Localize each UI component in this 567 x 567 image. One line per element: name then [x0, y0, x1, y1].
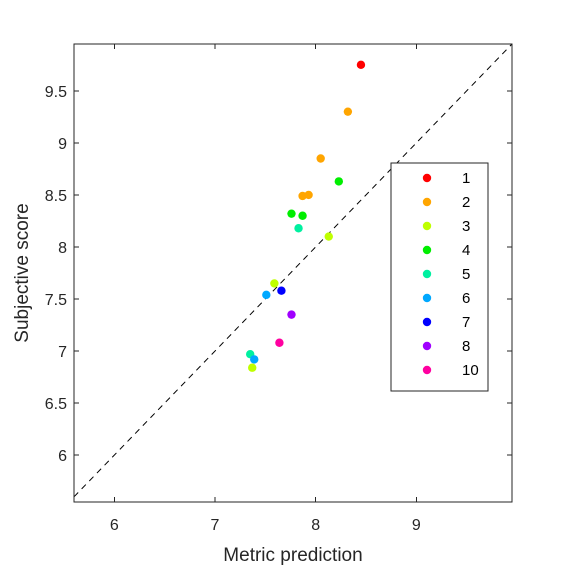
- legend-label-5: 5: [462, 266, 470, 283]
- data-point-series-6: [250, 355, 259, 364]
- y-tick-label: 7: [58, 344, 67, 361]
- data-point-series-4: [287, 209, 296, 218]
- identity-reference-line: [73, 43, 513, 498]
- data-point-series-7: [277, 286, 286, 295]
- legend-marker-2: [422, 197, 432, 207]
- y-tick-label: 8: [58, 240, 67, 257]
- axes-box: [73, 43, 513, 503]
- legend-label-1: 1: [462, 170, 470, 187]
- data-point-series-8: [287, 310, 296, 319]
- legend-label-10: 10: [462, 362, 479, 379]
- legend-label-4: 4: [462, 242, 470, 259]
- legend-marker-7: [422, 317, 432, 327]
- x-axis-ticks: 6 7 8 9: [110, 44, 421, 534]
- y-tick-label: 6: [58, 448, 67, 465]
- legend-marker-4: [422, 245, 432, 255]
- legend-label-6: 6: [462, 290, 470, 307]
- data-point-series-10: [275, 338, 284, 347]
- legend-box: [390, 162, 489, 392]
- data-point-series-1: [356, 60, 366, 70]
- x-tick-label: 7: [211, 517, 220, 534]
- data-point-series-3: [324, 232, 333, 241]
- data-point-series-6: [262, 290, 271, 300]
- y-tick-label: 8.5: [45, 188, 67, 205]
- legend-marker-6: [422, 293, 432, 303]
- x-axis-label: Metric prediction: [223, 545, 362, 566]
- x-tick-label: 8: [311, 517, 320, 534]
- data-point-series-5: [294, 224, 303, 233]
- x-tick-label: 9: [412, 517, 421, 534]
- data-point-series-3: [248, 363, 257, 372]
- legend-label-7: 7: [462, 314, 470, 331]
- plot-area: 6 7 8 9 6 6.5 7 7.5 8 8.5 9 9.5: [45, 43, 513, 534]
- data-point-series-4: [334, 177, 344, 186]
- data-points: [246, 60, 366, 372]
- legend: 1 2 3 4 5 6 7 8 10: [390, 162, 489, 392]
- legend-label-3: 3: [462, 218, 470, 235]
- y-axis-label: Subjective score: [12, 203, 33, 342]
- y-axis-ticks: 6 6.5 7 7.5 8 8.5 9 9.5: [45, 84, 512, 465]
- data-point-series-2: [316, 154, 325, 163]
- data-point-series-4: [298, 211, 307, 220]
- legend-marker-10: [422, 365, 432, 375]
- data-point-series-3: [270, 279, 279, 288]
- legend-label-2: 2: [462, 194, 470, 211]
- data-point-series-2: [304, 190, 313, 200]
- legend-marker-3: [422, 221, 432, 231]
- y-tick-label: 9: [58, 136, 67, 153]
- legend-marker-8: [422, 341, 432, 351]
- y-tick-label: 6.5: [45, 396, 67, 413]
- legend-marker-1: [422, 173, 432, 183]
- legend-items: 1 2 3 4 5 6 7 8 10: [422, 170, 479, 379]
- data-point-series-2: [343, 107, 353, 116]
- legend-marker-5: [422, 269, 432, 279]
- x-tick-label: 6: [110, 517, 119, 534]
- y-tick-label: 9.5: [45, 84, 67, 101]
- y-tick-label: 7.5: [45, 292, 67, 309]
- legend-label-8: 8: [462, 338, 470, 355]
